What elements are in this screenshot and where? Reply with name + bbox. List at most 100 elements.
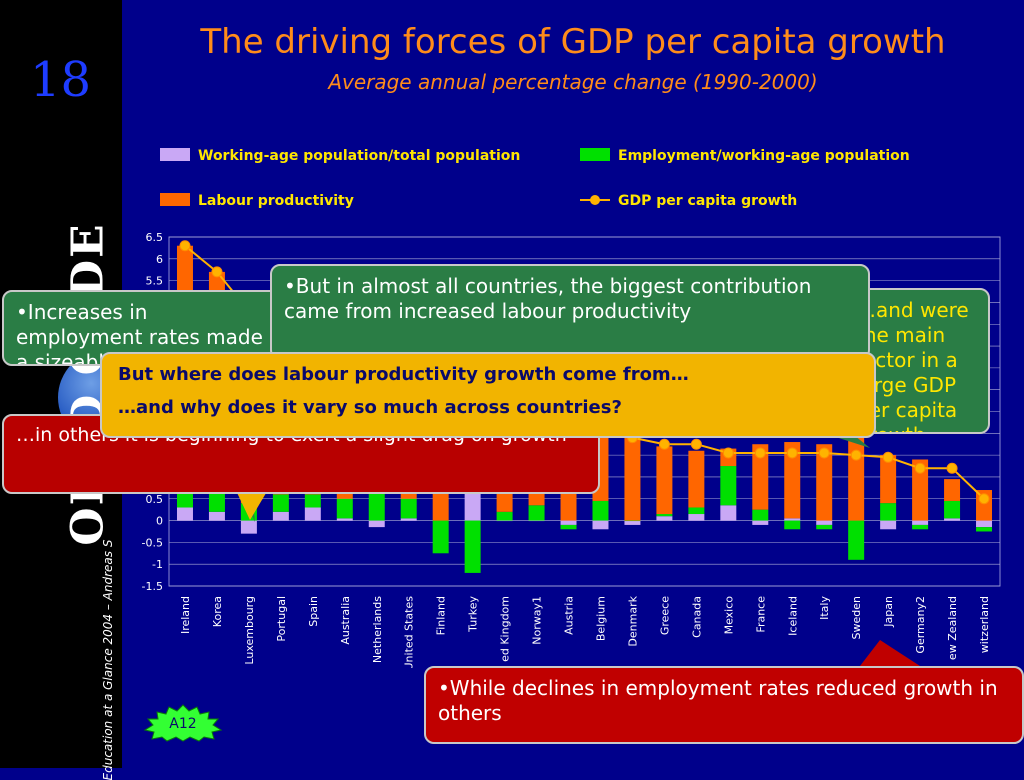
gdp-point bbox=[179, 240, 191, 252]
decline-callout-tail bbox=[860, 640, 920, 666]
bar-productivity bbox=[656, 446, 673, 515]
y-tick-label: -0.5 bbox=[142, 536, 163, 549]
bar-productivity bbox=[880, 455, 897, 504]
bar-productivity bbox=[624, 433, 641, 521]
bar-employment bbox=[816, 524, 833, 530]
bar-employment bbox=[688, 507, 705, 515]
x-tick-label: Ireland bbox=[179, 596, 192, 634]
question-line-2: …and why does it vary so much across cou… bbox=[118, 397, 622, 418]
bar-employment bbox=[432, 520, 449, 554]
bar-working-age bbox=[304, 507, 321, 521]
gdp-point bbox=[978, 493, 990, 505]
bar-productivity bbox=[752, 444, 769, 510]
bar-productivity bbox=[944, 479, 961, 501]
x-tick-label: Australia bbox=[339, 596, 352, 645]
bar-working-age bbox=[656, 516, 673, 521]
y-tick-label: 6 bbox=[156, 253, 163, 266]
bar-employment bbox=[720, 466, 737, 506]
bar-employment bbox=[848, 520, 865, 560]
x-tick-label: Luxembourg bbox=[243, 596, 256, 665]
bar-working-age bbox=[880, 520, 897, 530]
bar-working-age bbox=[272, 511, 289, 521]
y-tick-label: -1.5 bbox=[142, 580, 163, 593]
y-tick-label: 0.5 bbox=[146, 493, 164, 506]
bar-employment bbox=[368, 492, 385, 521]
bar-working-age bbox=[688, 514, 705, 521]
legend-swatch-working-age bbox=[160, 148, 190, 161]
x-tick-label: ew Zealand bbox=[946, 596, 959, 660]
badge-label: A12 bbox=[169, 716, 196, 732]
bar-employment bbox=[272, 494, 289, 512]
bar-working-age bbox=[912, 520, 929, 525]
bar-employment bbox=[464, 520, 481, 573]
bar-working-age bbox=[240, 520, 257, 534]
x-tick-label: ed Kingdom bbox=[499, 596, 512, 662]
slide-subtitle: Average annual percentage change (1990-2… bbox=[328, 70, 818, 94]
x-tick-label: Denmark bbox=[626, 595, 639, 646]
gdp-point bbox=[658, 438, 670, 450]
gdp-point bbox=[211, 266, 223, 278]
x-tick-label: Austria bbox=[563, 596, 576, 635]
x-tick-label: Iceland bbox=[786, 596, 799, 636]
bar-working-age bbox=[784, 518, 801, 521]
bar-working-age bbox=[400, 518, 417, 521]
x-tick-label: Spain bbox=[307, 596, 320, 627]
bar-working-age bbox=[368, 520, 385, 528]
y-tick-label: 6.5 bbox=[146, 231, 164, 244]
x-tick-label: France bbox=[754, 596, 767, 633]
bar-working-age bbox=[336, 518, 353, 521]
bar-employment bbox=[528, 505, 545, 521]
bar-productivity bbox=[912, 459, 929, 521]
gdp-point bbox=[914, 462, 926, 474]
y-tick-label: -1 bbox=[152, 558, 163, 571]
x-tick-label: Belgium bbox=[594, 596, 607, 641]
bar-employment bbox=[944, 500, 961, 519]
x-tick-label: Finland bbox=[435, 596, 448, 635]
legend-label: GDP per capita growth bbox=[618, 193, 797, 209]
bar-employment bbox=[784, 520, 801, 530]
bar-employment bbox=[752, 509, 769, 521]
bar-employment bbox=[624, 520, 641, 522]
bar-working-age bbox=[560, 520, 577, 525]
bar-employment bbox=[912, 524, 929, 530]
y-tick-label: 0 bbox=[156, 515, 163, 528]
x-tick-label: Italy bbox=[818, 596, 831, 620]
x-tick-label: Sweden bbox=[850, 596, 863, 639]
x-tick-label: United States bbox=[403, 596, 416, 668]
gdp-point bbox=[754, 447, 766, 459]
bar-productivity bbox=[816, 444, 833, 521]
gdp-point bbox=[818, 447, 830, 459]
bar-productivity bbox=[784, 442, 801, 519]
gdp-point bbox=[786, 447, 798, 459]
bar-working-age bbox=[816, 520, 833, 525]
bar-employment bbox=[592, 500, 609, 521]
bar-working-age bbox=[944, 518, 961, 521]
x-tick-label: Greece bbox=[658, 596, 671, 635]
x-tick-label: Turkey bbox=[467, 596, 480, 633]
bar-employment bbox=[336, 498, 353, 519]
legend-label: Employment/working-age population bbox=[618, 148, 910, 164]
x-tick-label: witzerland bbox=[978, 596, 991, 653]
x-tick-label: Canada bbox=[690, 596, 703, 638]
bar-working-age bbox=[592, 520, 609, 530]
x-tick-label: Korea bbox=[211, 596, 224, 627]
question-line-1: But where does labour productivity growt… bbox=[118, 364, 689, 385]
bar-working-age bbox=[720, 505, 737, 521]
bar-working-age bbox=[976, 520, 993, 528]
gdp-point bbox=[690, 438, 702, 450]
bar-employment bbox=[560, 524, 577, 530]
legend-marker-gdp bbox=[590, 195, 600, 205]
legend-swatch-productivity bbox=[160, 193, 190, 206]
legend-label: Working-age population/total population bbox=[198, 148, 520, 164]
bar-working-age bbox=[528, 520, 545, 522]
gdp-point bbox=[882, 451, 894, 463]
bar-working-age bbox=[208, 511, 225, 521]
gdp-point bbox=[850, 449, 862, 461]
x-tick-label: Germany2 bbox=[914, 596, 927, 654]
bar-employment bbox=[976, 527, 993, 532]
bar-working-age bbox=[464, 492, 481, 521]
decline-callout: •While declines in employment rates redu… bbox=[424, 666, 1024, 744]
productivity-callout: •But in almost all countries, the bigges… bbox=[270, 264, 870, 360]
bar-employment bbox=[400, 498, 417, 519]
slide-title: The driving forces of GDP per capita gro… bbox=[200, 22, 946, 62]
